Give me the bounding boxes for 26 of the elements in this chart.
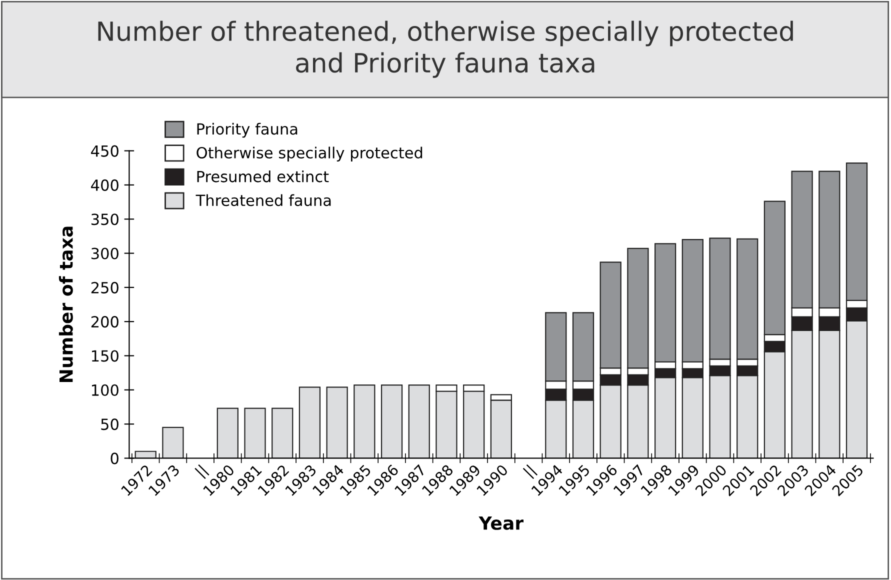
x-axis-title: Year bbox=[478, 516, 524, 530]
y-tick-label: 250 bbox=[91, 282, 118, 294]
bar bbox=[216, 408, 238, 458]
bar bbox=[408, 384, 430, 458]
y-tick-label: 150 bbox=[92, 350, 118, 362]
chart-title: Number of threatened, otherwise specially protected and Priority fauna taxa bbox=[98, 20, 793, 78]
y-tick-label: 0 bbox=[110, 452, 118, 464]
bar bbox=[326, 386, 348, 458]
y-axis-title: Number of taxa bbox=[58, 226, 73, 382]
y-tick-label: 450 bbox=[91, 145, 118, 157]
legend-label: Otherwise specially protected bbox=[196, 146, 422, 162]
y-tick-label: 100 bbox=[92, 384, 118, 396]
y-tick-label: 400 bbox=[91, 179, 118, 191]
legend-label: Threatened fauna bbox=[196, 194, 331, 206]
bar bbox=[162, 426, 184, 458]
y-tick-label: 350 bbox=[91, 214, 118, 226]
bar bbox=[354, 384, 376, 458]
bar bbox=[244, 408, 266, 458]
legend-label: Presumed extinct bbox=[197, 170, 329, 182]
bar bbox=[380, 384, 403, 458]
y-tick-label: 200 bbox=[91, 316, 118, 328]
bar bbox=[298, 386, 321, 458]
y-tick-label: 50 bbox=[101, 418, 118, 430]
y-tick-label: 300 bbox=[91, 248, 118, 260]
legend-label: Priority fauna bbox=[197, 122, 298, 138]
bar bbox=[272, 408, 294, 458]
